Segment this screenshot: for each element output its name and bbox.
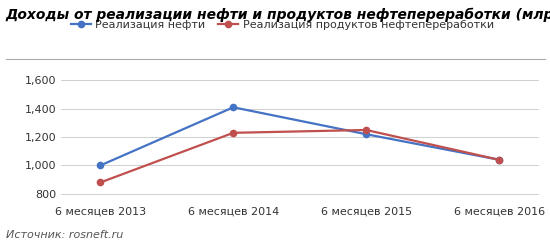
Text: Доходы от реализации нефти и продуктов нефтепереработки (млрд. руб.): Доходы от реализации нефти и продуктов н… [6,7,550,22]
Реализация продуктов нефтепереработки [496,158,503,161]
Реализация нефти [230,106,236,109]
Text: Источник: rosneft.ru: Источник: rosneft.ru [6,230,123,240]
Реализация нефти [496,158,503,161]
Реализация нефти [97,164,103,167]
Реализация продуктов нефтепереработки [97,181,103,184]
Реализация продуктов нефтепереработки [230,131,236,134]
Реализация продуктов нефтепереработки [363,129,370,132]
Line: Реализация продуктов нефтепереработки: Реализация продуктов нефтепереработки [97,127,502,185]
Реализация нефти [363,133,370,136]
Legend: Реализация нефти, Реализация продуктов нефтепереработки: Реализация нефти, Реализация продуктов н… [66,15,498,34]
Line: Реализация нефти: Реализация нефти [97,104,502,169]
